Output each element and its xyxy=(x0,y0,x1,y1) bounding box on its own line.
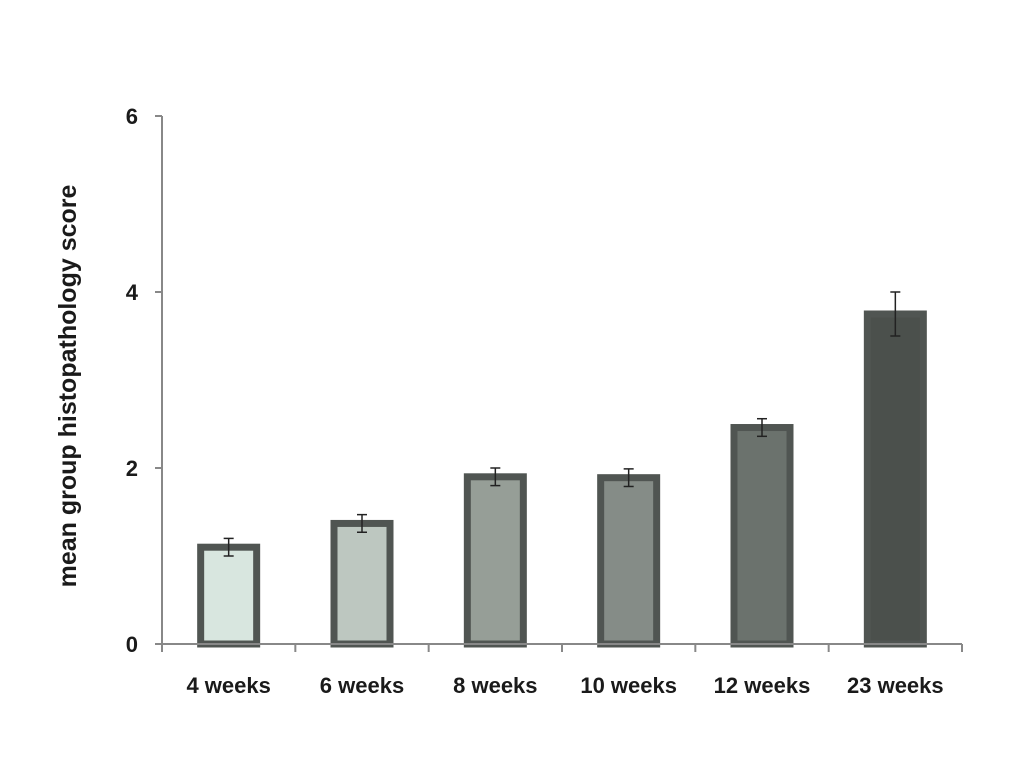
y-axis-title: mean group histopathology score xyxy=(54,184,82,587)
error-bar-3 xyxy=(623,468,634,488)
bar-0 xyxy=(197,543,261,648)
x-tick-labels: 4 weeks 6 weeks 8 weeks 10 weeks 12 weeks 23 … xyxy=(186,673,943,698)
bars xyxy=(197,310,927,648)
bar-2 xyxy=(463,473,527,648)
error-bar-1 xyxy=(357,513,367,533)
y-tick-labels: 0 2 4 6 xyxy=(126,104,139,657)
error-bars xyxy=(223,291,901,557)
bar-5 xyxy=(863,310,927,648)
error-bar-0 xyxy=(223,537,234,557)
error-bar-5 xyxy=(890,291,901,337)
bar-4 xyxy=(730,424,794,648)
x-tick-label-5: 23 weeks xyxy=(847,673,944,698)
x-axis-ticks xyxy=(161,644,963,652)
x-tick-label-0: 4 weeks xyxy=(186,673,270,698)
y-tick-label-1: 2 xyxy=(126,456,138,481)
y-tick-label-2: 4 xyxy=(126,280,139,305)
error-bar-4 xyxy=(757,417,767,438)
y-axis-ticks xyxy=(155,115,162,645)
error-bar-2 xyxy=(490,467,501,487)
x-tick-label-2: 8 weeks xyxy=(453,673,537,698)
x-tick-label-4: 12 weeks xyxy=(714,673,811,698)
bar-3 xyxy=(597,474,661,648)
x-tick-label-1: 6 weeks xyxy=(320,673,404,698)
y-tick-label-0: 0 xyxy=(126,632,138,657)
bar-1 xyxy=(330,519,394,648)
y-tick-label-3: 6 xyxy=(126,104,138,129)
x-tick-label-3: 10 weeks xyxy=(580,673,677,698)
